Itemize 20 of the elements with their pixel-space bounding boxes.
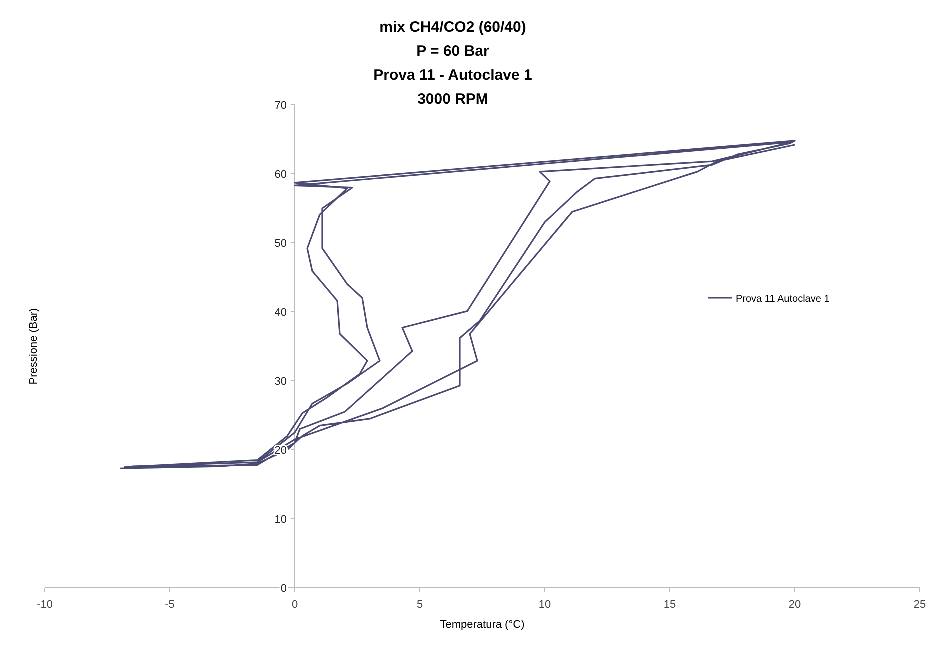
y-tick-label: 60 [274,169,287,181]
x-tick-label: 15 [664,599,676,611]
legend-label: Prova 11 Autoclave 1 [736,294,830,305]
y-tick-label: 50 [274,238,287,250]
x-tick-label: 20 [788,599,802,611]
y-tick-label: 10 [274,514,287,526]
x-tick-label: -5 [165,599,175,611]
y-tick-label: 0 [280,583,287,595]
x-axis-title: Temperatura (°C) [440,619,525,631]
chart-subtitle: P = 60 Bar Prova 11 - Autoclave 1 3000 RPM [374,43,532,108]
x-tick-label: 10 [538,599,552,611]
chart-title: mix CH4/CO2 (60/40) [380,19,526,36]
x-tick-label: 5 [416,599,424,611]
y-axis-title: Pressione (Bar) [28,308,40,385]
y-tick-label: 40 [274,307,287,319]
y-tick-label: 30 [274,376,287,388]
x-tick-label: -10 [37,599,53,611]
y-tick-label: 70 [274,100,287,112]
x-tick-label: 0 [292,599,298,611]
x-tick-label: 25 [914,599,926,611]
